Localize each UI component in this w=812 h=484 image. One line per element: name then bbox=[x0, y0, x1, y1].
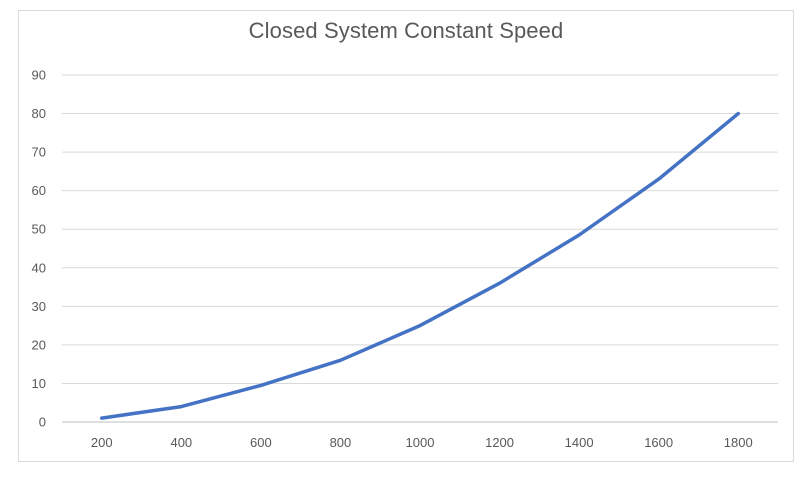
chart-frame bbox=[18, 10, 794, 462]
data-point bbox=[498, 281, 502, 285]
x-tick-label: 1200 bbox=[485, 435, 514, 450]
data-point bbox=[577, 233, 581, 237]
x-tick-label: 1800 bbox=[724, 435, 753, 450]
x-tick-label: 1400 bbox=[565, 435, 594, 450]
x-tick-label: 200 bbox=[91, 435, 113, 450]
data-point bbox=[736, 112, 740, 116]
chart-title: Closed System Constant Speed bbox=[248, 18, 564, 43]
series-layer bbox=[100, 111, 740, 420]
y-tick-label: 60 bbox=[32, 183, 46, 198]
x-tick-label: 600 bbox=[250, 435, 272, 450]
data-point bbox=[418, 324, 422, 328]
y-tick-label: 20 bbox=[32, 337, 46, 352]
x-tick-label: 800 bbox=[330, 435, 352, 450]
y-tick-label: 10 bbox=[32, 376, 46, 391]
x-tick-label: 1000 bbox=[406, 435, 435, 450]
y-tick-label: 50 bbox=[32, 222, 46, 237]
series-line bbox=[100, 111, 740, 420]
x-tick-label: 400 bbox=[170, 435, 192, 450]
y-tick-label: 0 bbox=[39, 415, 46, 430]
data-point bbox=[100, 416, 104, 420]
data-point bbox=[338, 358, 342, 362]
y-tick-label: 80 bbox=[32, 106, 46, 121]
gridlines bbox=[62, 74, 778, 384]
y-tick-label: 90 bbox=[32, 68, 46, 83]
x-axis-tick-labels: 200 400 600 800 1000 1200 1400 1600 1800 bbox=[91, 435, 753, 450]
y-axis-tick-labels: 0 10 20 30 40 50 60 70 80 90 bbox=[32, 68, 46, 430]
y-tick-label: 40 bbox=[32, 260, 46, 275]
data-point bbox=[179, 405, 183, 409]
data-point bbox=[657, 177, 661, 181]
y-tick-label: 70 bbox=[32, 145, 46, 160]
data-point bbox=[259, 383, 263, 387]
x-tick-label: 1600 bbox=[644, 435, 673, 450]
y-tick-label: 30 bbox=[32, 299, 46, 314]
